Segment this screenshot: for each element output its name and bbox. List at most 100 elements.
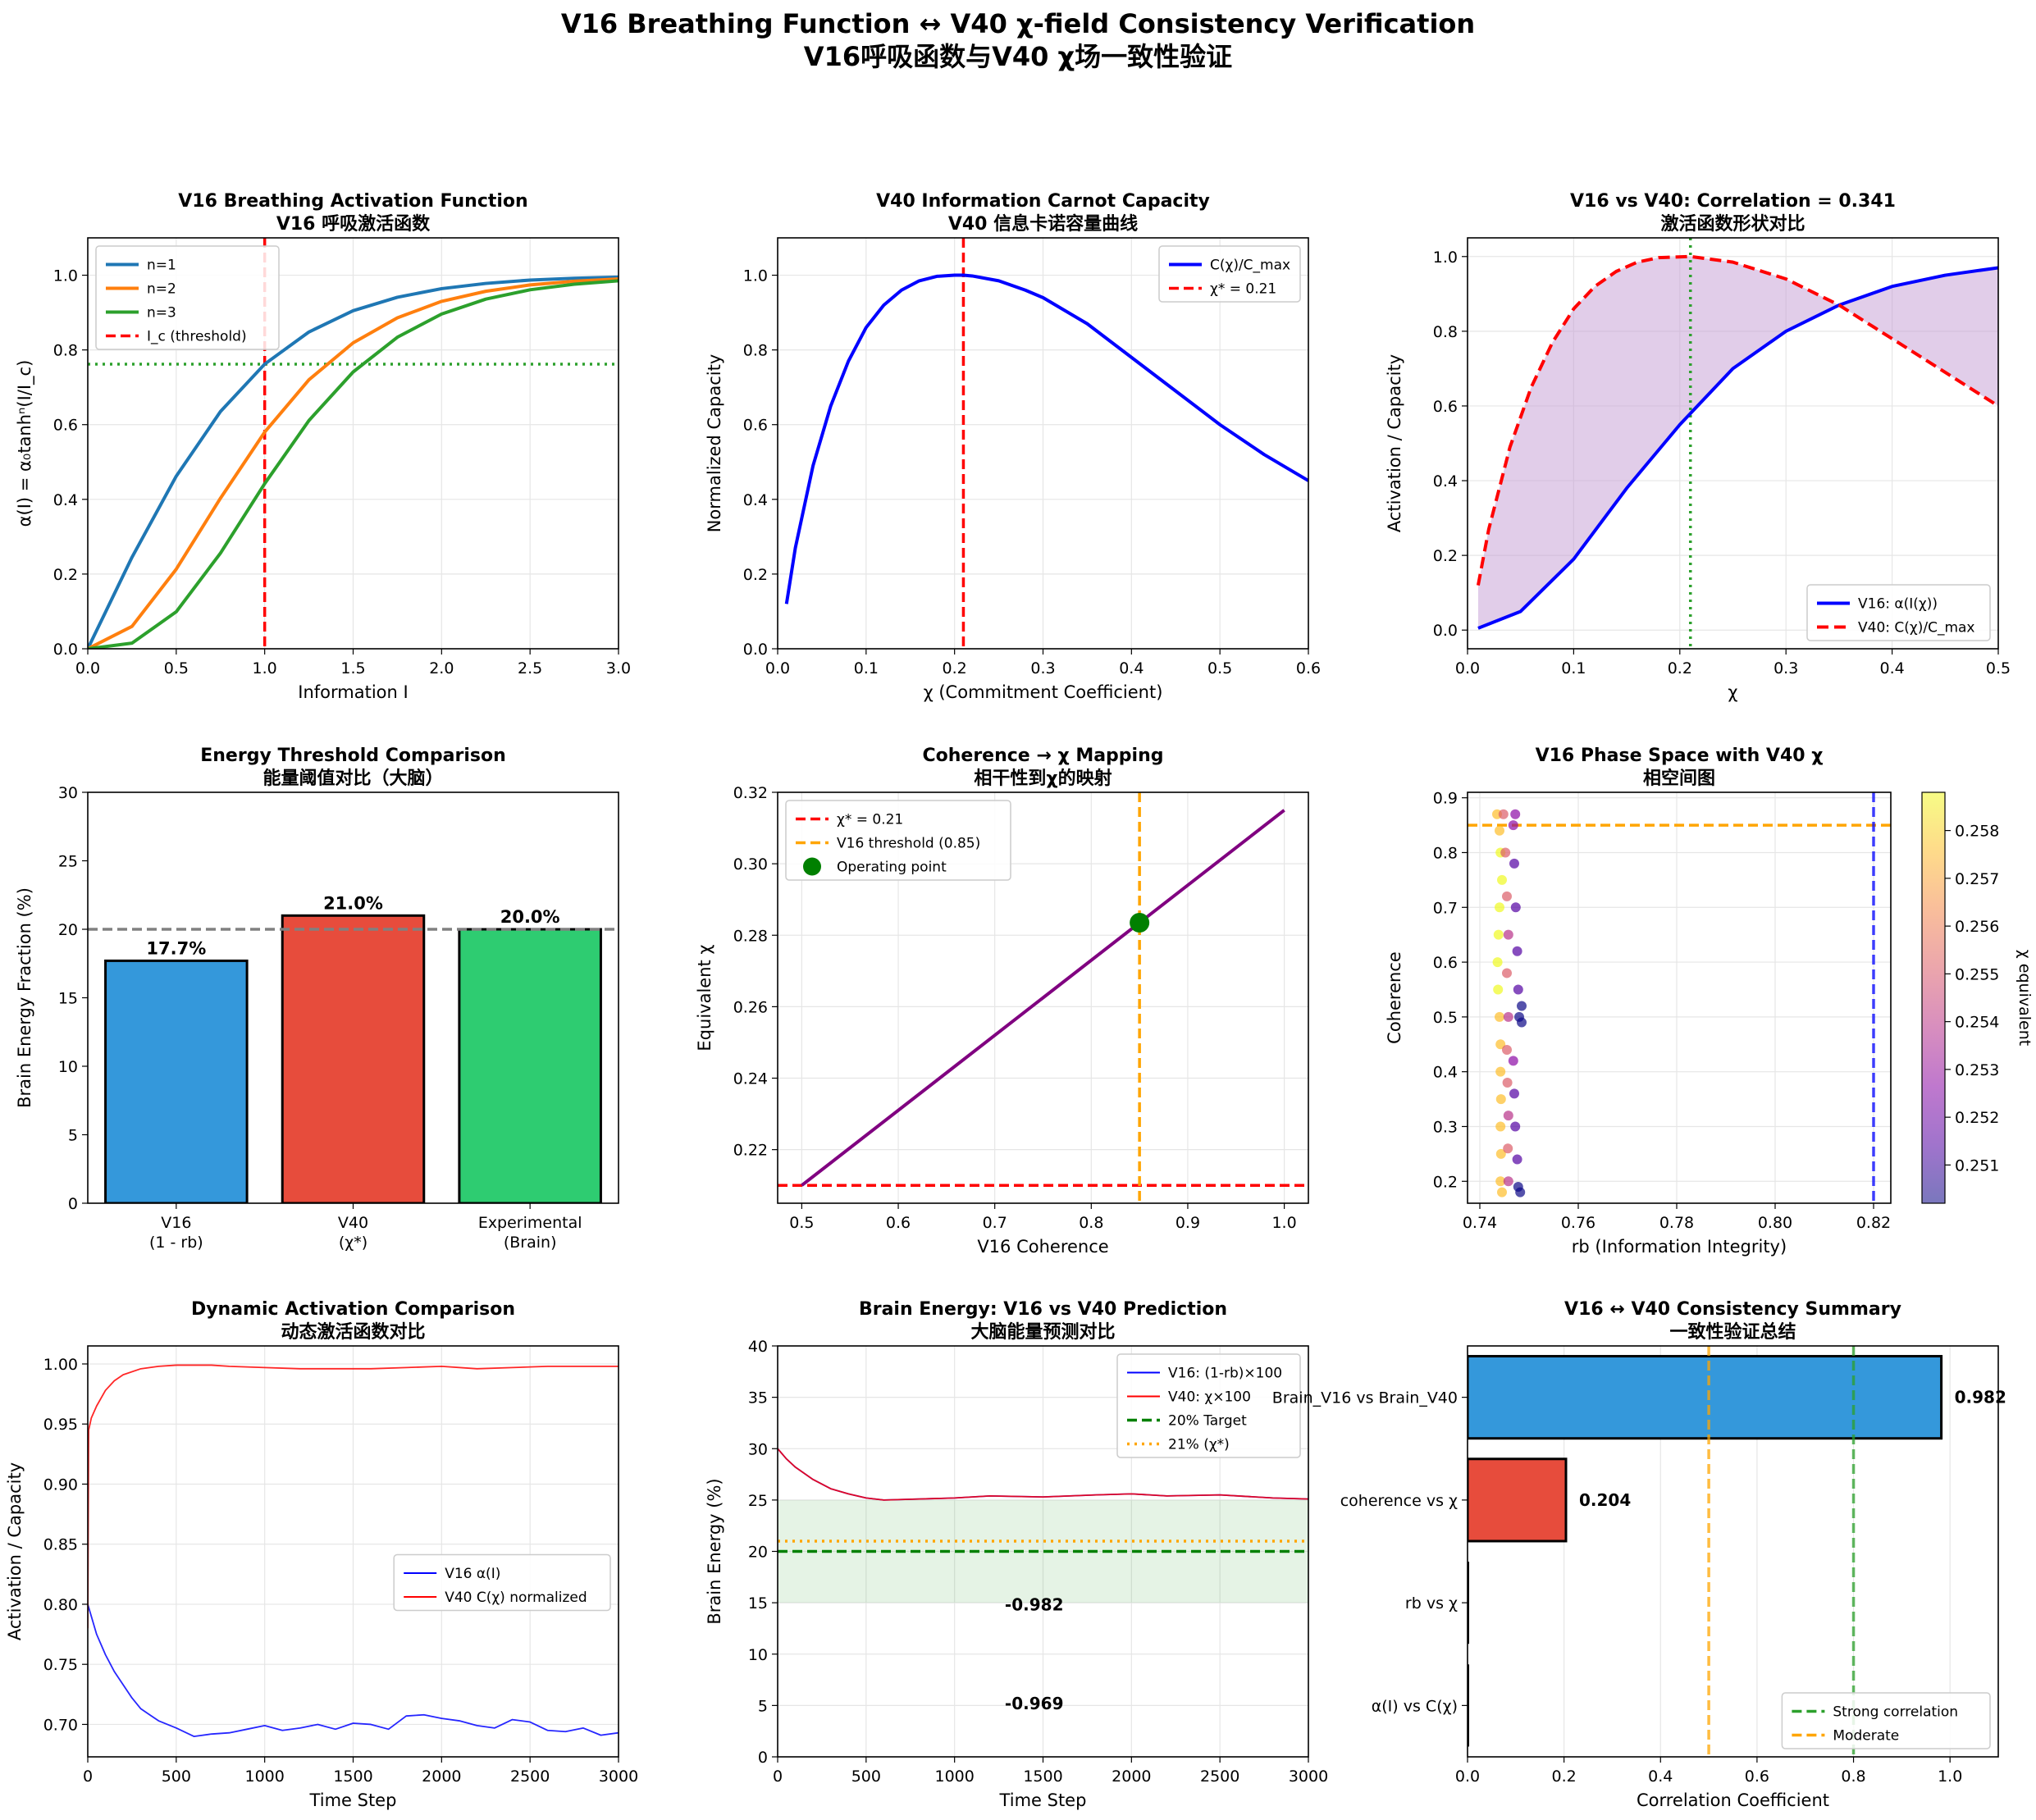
y-tick-label: 0.2 — [743, 566, 768, 584]
legend-label: Strong correlation — [1833, 1704, 1958, 1721]
scatter-point — [1502, 1044, 1512, 1055]
bar-value-label: 0.204 — [1579, 1490, 1631, 1510]
y-axis-label: Coherence — [1385, 951, 1404, 1044]
legend-label: C(χ)/C_max — [1210, 258, 1290, 274]
x-tick-label: 1.0 — [1271, 1214, 1296, 1232]
y-tick-label: 15 — [58, 990, 78, 1008]
legend-box — [785, 800, 1011, 881]
annotation-label: -0.969 — [1005, 1694, 1064, 1713]
scatter-point — [1517, 1017, 1527, 1028]
y-tick-label: 0.6 — [1433, 954, 1458, 972]
chart-title: Brain Energy: V16 vs V40 Prediction — [859, 1299, 1227, 1320]
x-tick-label: V16 — [161, 1214, 191, 1232]
legend-label: n=2 — [147, 281, 176, 298]
chart-title: V16 ↔ V40 Consistency Summary — [1564, 1299, 1901, 1320]
x-tick-label: 0.5 — [789, 1214, 814, 1232]
axes-frame — [87, 237, 619, 650]
plot-area — [1468, 1346, 1951, 1757]
series-line — [1477, 266, 1998, 630]
legend-label: V16: α(I(χ)) — [1858, 596, 1938, 613]
legend-box — [1781, 1692, 1991, 1749]
axes-frame — [1467, 791, 1892, 1204]
legend: V16: (1-rb)×100 V40: χ×100 20% Target 21% (… — [1116, 1353, 1301, 1458]
x-tick-label: 3000 — [1289, 1768, 1328, 1786]
y-tick-label: 0.2 — [1433, 547, 1458, 565]
legend-box — [1116, 1353, 1301, 1458]
x-axis-label: χ — [1728, 682, 1737, 702]
operating-point — [1130, 913, 1150, 933]
scatter-point — [1509, 858, 1519, 869]
axes-frame — [1467, 1345, 1999, 1758]
x-tick-label: 0.7 — [983, 1214, 1007, 1232]
colorbar-tick-label: 0.251 — [1955, 1156, 1999, 1175]
bar — [1468, 1457, 1568, 1543]
x-tick-label: 2.0 — [429, 659, 454, 677]
legend-label: 21% (χ*) — [1168, 1437, 1230, 1453]
y-axis-label: Brain Energy (%) — [705, 1478, 724, 1624]
y-axis-label: Equivalent χ — [695, 944, 714, 1051]
bar — [1468, 1562, 1469, 1644]
legend: χ* = 0.21 V16 threshold (0.85) Operating p… — [785, 800, 1011, 881]
y-tick-label: 0.32 — [733, 784, 768, 802]
x-tick-label: 2.5 — [518, 659, 542, 677]
legend-label: V40: χ×100 — [1168, 1389, 1251, 1406]
chart-subtitle: 相干性到χ的映射 — [974, 768, 1112, 789]
scatter-point — [1509, 1088, 1519, 1099]
legend-label: V40 C(χ) normalized — [445, 1590, 587, 1606]
bar — [104, 959, 249, 1203]
y-tick-label: 0.30 — [733, 855, 768, 874]
bar — [1468, 1664, 1469, 1747]
chart-title: V16 vs V40: Correlation = 0.341 — [1570, 191, 1896, 212]
x-tick-label: 0.5 — [1207, 659, 1232, 677]
scatter-point — [1498, 809, 1509, 819]
x-tick-label: 0 — [773, 1768, 783, 1786]
y-tick-label: Brain_V16 vs Brain_V40 — [1272, 1389, 1458, 1407]
y-tick-label: 1.0 — [1433, 249, 1458, 267]
scatter-point — [1508, 1056, 1518, 1066]
legend: V16: α(I(χ)) V40: C(χ)/C_max — [1806, 584, 1991, 641]
plot-area — [88, 1346, 619, 1757]
y-axis-label: Normalized Capacity — [705, 354, 724, 533]
x-axis-label: Correlation Coefficient — [1637, 1790, 1829, 1810]
chart-subtitle: 相空间图 — [1643, 768, 1715, 789]
x-tick-label: 0.8 — [1079, 1214, 1103, 1232]
legend: V16 α(I) V40 C(χ) normalized — [393, 1553, 611, 1612]
chart-title: Dynamic Activation Comparison — [191, 1299, 515, 1320]
scatter-point — [1493, 984, 1504, 995]
axes-frame — [777, 1345, 1309, 1758]
chart-subtitle: 动态激活函数对比 — [281, 1321, 425, 1343]
y-tick-label: 0.70 — [43, 1716, 78, 1734]
bar-value-label: 21.0% — [323, 893, 383, 913]
legend-label: V40: C(χ)/C_max — [1858, 620, 1974, 636]
x-tick-label: (1 - rb) — [149, 1234, 203, 1252]
x-tick-label: 0.4 — [1879, 659, 1904, 677]
x-tick-label: 0.74 — [1463, 1214, 1497, 1232]
x-tick-label: 2000 — [1112, 1768, 1151, 1786]
bar — [1468, 1355, 1943, 1440]
legend-box — [1806, 584, 1991, 641]
axes-frame — [1467, 237, 1999, 650]
chart-subtitle: V16 呼吸激活函数 — [276, 213, 431, 235]
legend-swatch — [803, 857, 821, 876]
y-tick-label: 20 — [58, 921, 78, 939]
scatter-point — [1510, 902, 1521, 913]
x-tick-label: 0.5 — [164, 659, 189, 677]
y-tick-label: 0.8 — [53, 342, 78, 360]
colorbar-tick-label: 0.258 — [1955, 823, 1999, 841]
x-tick-label: 1500 — [333, 1768, 372, 1786]
chart-subtitle: V40 信息卡诺容量曲线 — [948, 213, 1138, 235]
y-tick-label: 0.8 — [743, 342, 768, 360]
y-tick-label: 0.90 — [43, 1476, 78, 1494]
y-tick-label: 0.26 — [733, 998, 768, 1016]
x-tick-label: 0.1 — [854, 659, 879, 677]
legend-label: 20% Target — [1168, 1413, 1247, 1430]
x-tick-label: 2500 — [510, 1768, 550, 1786]
y-tick-label: 15 — [748, 1594, 768, 1612]
x-tick-label: 0.9 — [1175, 1214, 1200, 1232]
scatter-point — [1502, 968, 1512, 978]
legend-label: Operating point — [837, 860, 947, 876]
